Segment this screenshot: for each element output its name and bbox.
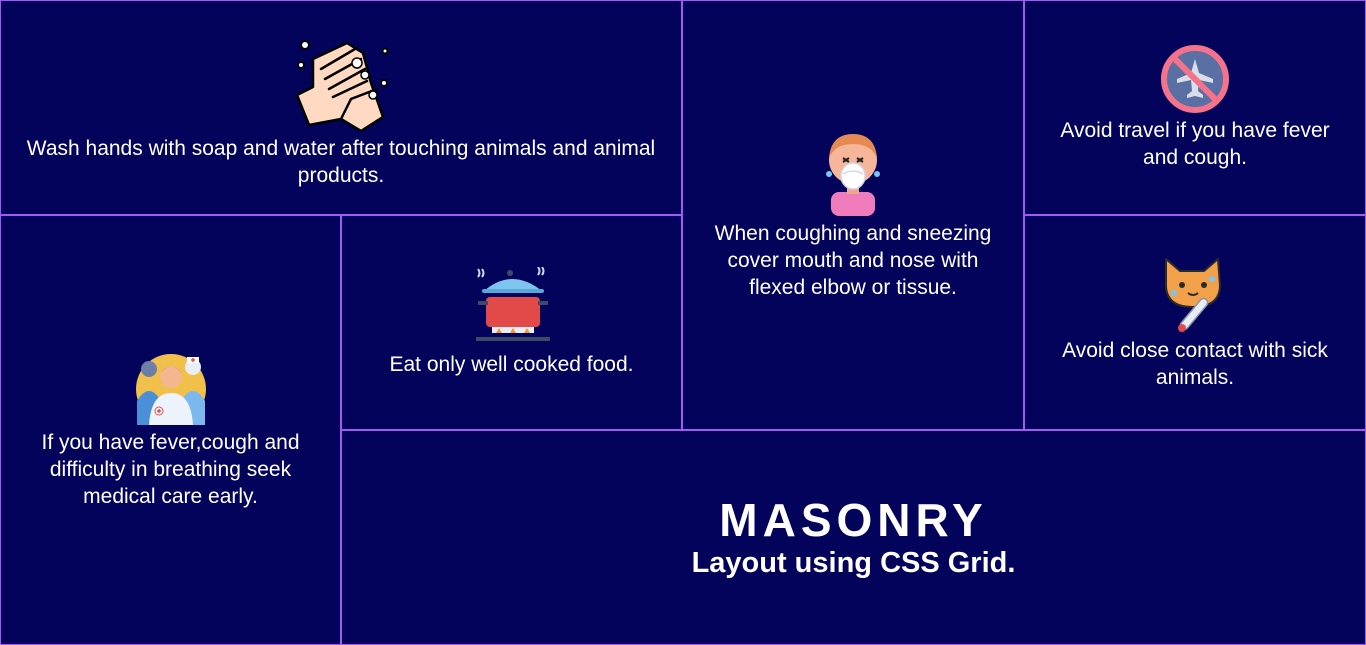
card-text: Avoid close contact with sick animals. [1062,338,1328,389]
sick-cat-thermometer-icon [1160,255,1230,333]
hand-washing-icon [291,39,391,131]
face-mask-sneezing-icon [823,130,883,216]
card-wash-hands: Wash hands with soap and water after tou… [0,0,683,216]
card-text: When coughing and sneezing cover mouth a… [714,221,992,299]
card-text: Avoid travel if you have fever and cough… [1060,118,1330,169]
card-avoid-sick-animals: Avoid close contact with sick animals. [1023,214,1366,431]
card-seek-medical-care: If you have fever,cough and difficulty i… [0,214,342,645]
card-title: MASONRY Layout using CSS Grid. [340,429,1366,645]
page-title: MASONRY [719,493,988,546]
card-cooked-food: Eat only well cooked food. [340,214,683,431]
card-avoid-travel: Avoid travel if you have fever and cough… [1023,0,1366,216]
cooking-pot-icon [472,267,552,347]
medical-staff-icon [135,351,207,425]
card-text: Eat only well cooked food. [389,353,634,376]
page-subtitle: Layout using CSS Grid. [691,546,1016,579]
card-text: If you have fever,cough and difficulty i… [41,430,300,508]
card-text: Wash hands with soap and water after tou… [26,136,656,187]
card-cover-cough: When coughing and sneezing cover mouth a… [681,0,1025,431]
no-airplane-icon [1161,44,1229,113]
